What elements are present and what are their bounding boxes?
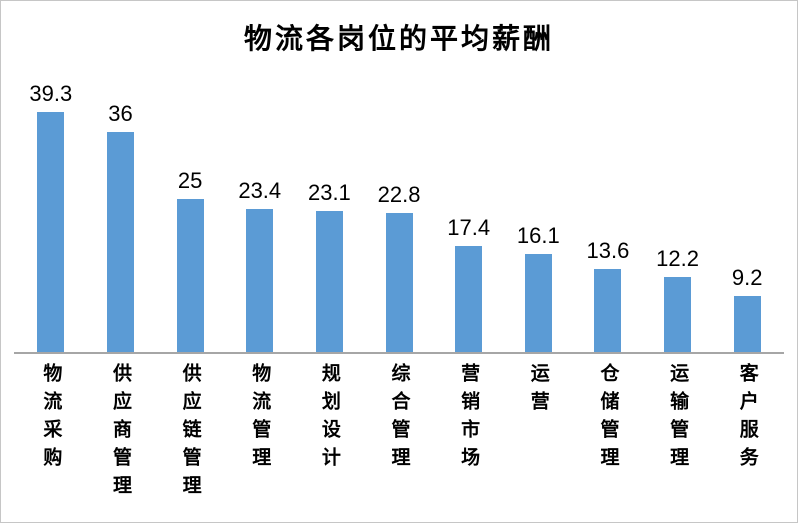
bar-value-label: 17.4 [447, 215, 491, 240]
bar-column: 25 [155, 1, 225, 352]
bar [733, 296, 761, 352]
bar-column: 23.4 [225, 1, 295, 352]
bar [664, 277, 692, 352]
plot-area: 39.3 36 25 23.4 23.1 22.8 17.4 16.1 13.6… [16, 1, 782, 352]
category-label-cell: 客户服务 [712, 363, 782, 522]
bar-column: 12.2 [643, 1, 713, 352]
bar-column: 9.2 [712, 1, 782, 352]
chart-title: 物流各岗位的平均薪酬 [243, 23, 554, 54]
bar-value-label: 25 [177, 168, 203, 193]
bar-value-label: 23.1 [307, 180, 351, 205]
category-label-cell: 营销市场 [434, 363, 504, 522]
bar [37, 112, 65, 352]
category-label-cell: 供应商管理 [86, 363, 156, 522]
bar [385, 213, 413, 352]
bar-value-label: 12.2 [656, 246, 699, 271]
bar-column: 39.3 [16, 1, 86, 352]
category-label-cell: 规划设计 [295, 363, 365, 522]
category-label: 综合管理 [388, 363, 410, 475]
bar-value-label: 39.3 [29, 81, 73, 106]
bar-column: 22.8 [364, 1, 434, 352]
category-label-cell: 综合管理 [364, 363, 434, 522]
category-label: 客户服务 [736, 363, 758, 475]
category-label: 物流采购 [40, 363, 62, 475]
category-label-cell: 运输管理 [643, 363, 713, 522]
category-label-cell: 运营 [503, 363, 573, 522]
category-label: 仓储管理 [597, 363, 619, 475]
category-axis: 物流采购 供应商管理 供应链管理 物流管理 规划设计 综合管理 营销市场 运营 … [16, 363, 782, 522]
bar-value-label: 36 [108, 101, 133, 126]
category-label-cell: 物流管理 [225, 363, 295, 522]
category-label: 供应链管理 [179, 363, 201, 503]
bar-column: 23.1 [295, 1, 365, 352]
x-axis-line [14, 352, 784, 354]
category-label: 物流管理 [249, 363, 271, 475]
bar [176, 199, 204, 352]
category-label: 营销市场 [458, 363, 480, 475]
bar [524, 254, 552, 352]
bar-column: 17.4 [434, 1, 504, 352]
bar-column: 16.1 [503, 1, 573, 352]
category-label: 运营 [527, 363, 549, 419]
category-label-cell: 供应链管理 [155, 363, 225, 522]
category-label: 供应商管理 [109, 363, 131, 503]
bar [455, 246, 483, 352]
bar [594, 269, 622, 352]
bar-column: 36 [86, 1, 156, 352]
category-label: 规划设计 [318, 363, 340, 475]
bar [106, 132, 134, 352]
bar [315, 211, 343, 352]
category-label-cell: 仓储管理 [573, 363, 643, 522]
bar-value-label: 16.1 [516, 223, 560, 248]
bar [246, 209, 274, 352]
category-label-cell: 物流采购 [16, 363, 86, 522]
bar-value-label: 9.2 [731, 265, 763, 290]
bar-value-label: 13.6 [586, 238, 630, 263]
bar-column: 13.6 [573, 1, 643, 352]
bar-value-label: 23.4 [238, 178, 282, 203]
bar-value-label: 22.8 [377, 182, 421, 207]
category-label: 运输管理 [667, 363, 689, 475]
